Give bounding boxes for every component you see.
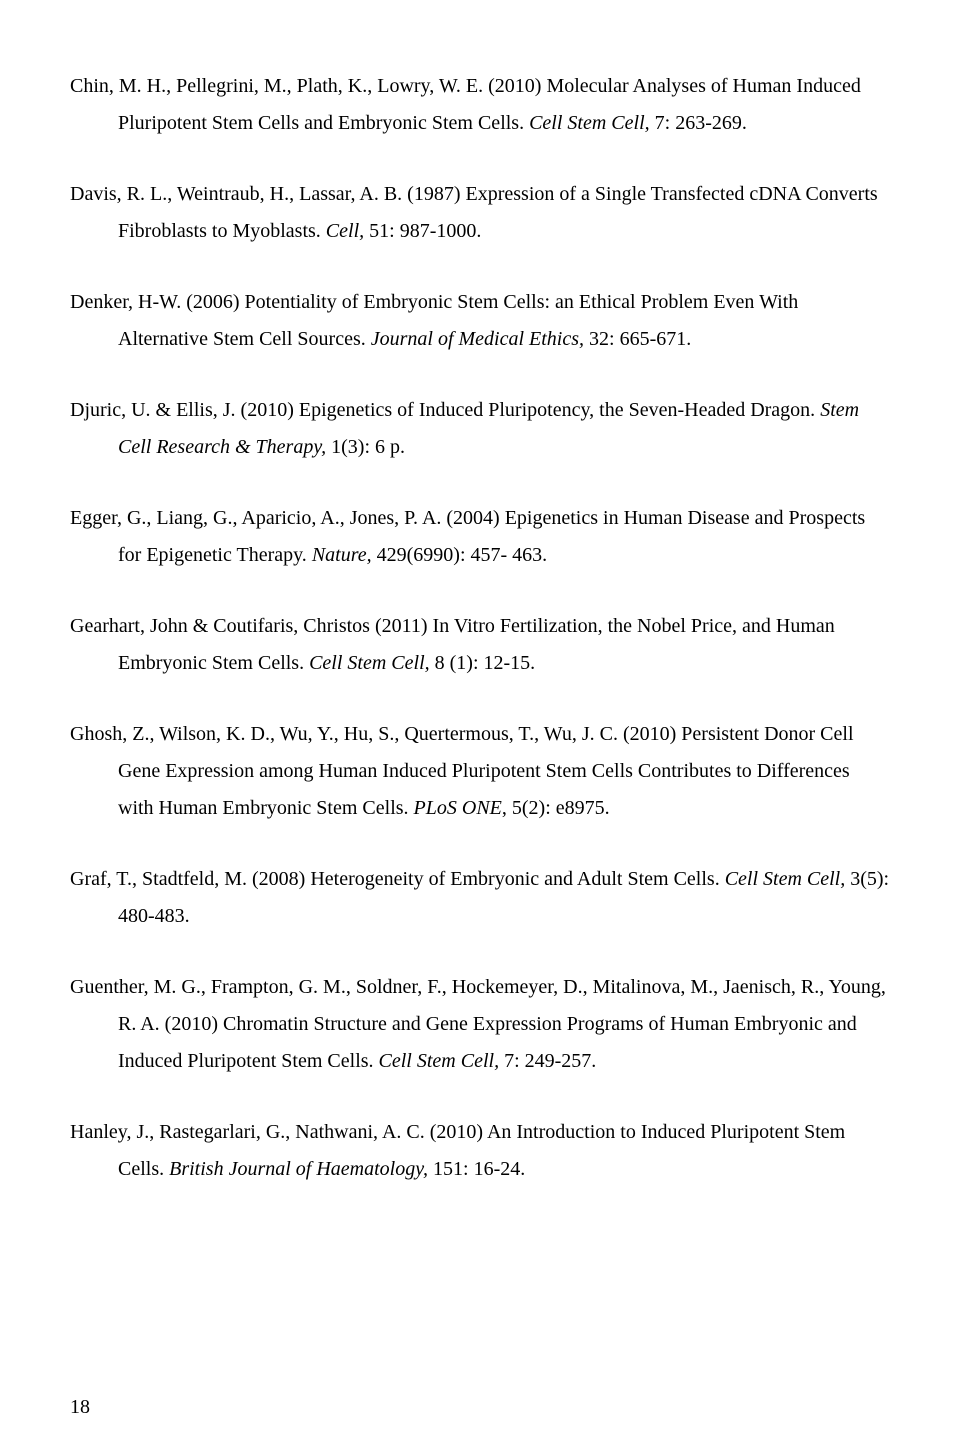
reference-entry: Guenther, M. G., Frampton, G. M., Soldne… (70, 969, 890, 1080)
references-list: Chin, M. H., Pellegrini, M., Plath, K., … (70, 68, 890, 1188)
reference-entry: Ghosh, Z., Wilson, K. D., Wu, Y., Hu, S.… (70, 716, 890, 827)
reference-text: 1(3): 6 p. (326, 436, 405, 458)
reference-text: 51: 987-1000. (364, 220, 481, 242)
reference-journal: Cell, (326, 220, 364, 242)
reference-entry: Davis, R. L., Weintraub, H., Lassar, A. … (70, 176, 890, 250)
reference-journal: Cell Stem Cell, (529, 112, 650, 134)
reference-entry: Denker, H-W. (2006) Potentiality of Embr… (70, 284, 890, 358)
reference-journal: British Journal of Haematology, (169, 1158, 428, 1180)
reference-entry: Egger, G., Liang, G., Aparicio, A., Jone… (70, 500, 890, 574)
reference-entry: Djuric, U. & Ellis, J. (2010) Epigenetic… (70, 392, 890, 466)
reference-text: , 5(2): e8975. (502, 797, 610, 819)
reference-text: 151: 16-24. (428, 1158, 525, 1180)
reference-text: 429(6990): 457- 463. (372, 544, 548, 566)
reference-journal: Cell Stem Cell, (379, 1050, 500, 1072)
reference-text: 7: 249-257. (499, 1050, 596, 1072)
reference-journal: Nature, (312, 544, 372, 566)
reference-entry: Chin, M. H., Pellegrini, M., Plath, K., … (70, 68, 890, 142)
reference-journal: Cell Stem Cell, (309, 652, 430, 674)
reference-entry: Hanley, J., Rastegarlari, G., Nathwani, … (70, 1114, 890, 1188)
reference-text: Graf, T., Stadtfeld, M. (2008) Heterogen… (70, 868, 725, 890)
reference-entry: Graf, T., Stadtfeld, M. (2008) Heterogen… (70, 861, 890, 935)
reference-journal: PLoS ONE (414, 797, 502, 819)
reference-entry: Gearhart, John & Coutifaris, Christos (2… (70, 608, 890, 682)
reference-text: 8 (1): 12-15. (430, 652, 536, 674)
reference-journal: Cell Stem Cell, (725, 868, 846, 890)
page-number: 18 (70, 1396, 90, 1419)
reference-text: 7: 263-269. (650, 112, 747, 134)
document-page: Chin, M. H., Pellegrini, M., Plath, K., … (0, 0, 960, 1453)
reference-journal: Journal of Medical Ethics, (371, 328, 584, 350)
reference-text: 32: 665-671. (584, 328, 691, 350)
reference-text: Djuric, U. & Ellis, J. (2010) Epigenetic… (70, 399, 820, 421)
